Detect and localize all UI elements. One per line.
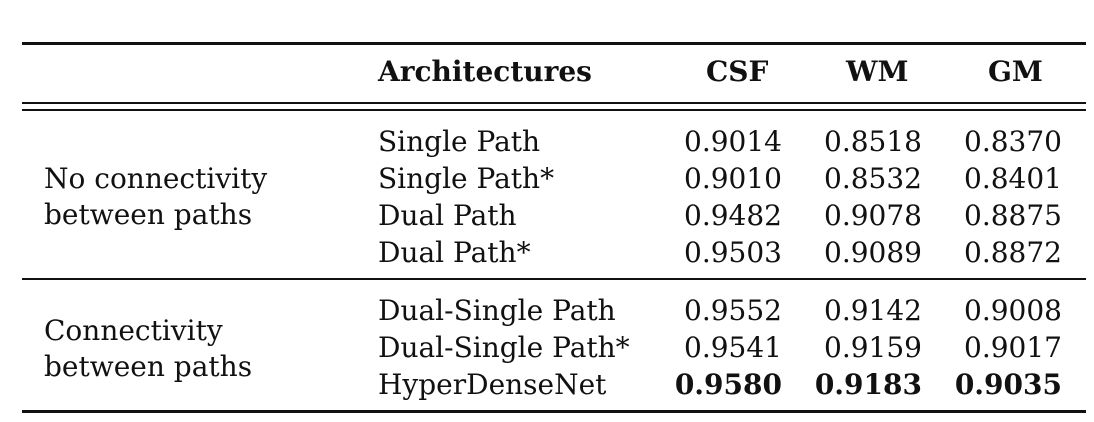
group-label-no-connectivity-line1: No connectivity (44, 162, 268, 195)
cell-wm: 0.9142 (824, 294, 922, 327)
group-label-no-connectivity-line2: between paths (44, 198, 253, 231)
top-rule (22, 42, 1086, 45)
cell-wm: 0.9078 (824, 199, 922, 232)
cell-architecture: HyperDenseNet (378, 368, 607, 401)
cell-gm: 0.8872 (964, 236, 1062, 269)
cell-wm: 0.8518 (824, 125, 922, 158)
cell-csf-best: 0.9580 (674, 368, 782, 401)
group-separator-rule (22, 278, 1086, 280)
cell-csf: 0.9552 (684, 294, 782, 327)
cell-csf: 0.9010 (684, 162, 782, 195)
cell-wm: 0.9159 (824, 331, 922, 364)
cell-gm: 0.8401 (964, 162, 1062, 195)
cell-architecture: Dual Path* (378, 236, 531, 269)
cell-gm: 0.9008 (964, 294, 1062, 327)
cell-wm-best: 0.9183 (814, 368, 922, 401)
header-architectures: Architectures (378, 55, 592, 88)
cell-architecture: Dual Path (378, 199, 517, 232)
cell-wm: 0.8532 (824, 162, 922, 195)
cell-csf: 0.9503 (684, 236, 782, 269)
header-double-rule-top (22, 102, 1086, 104)
header-csf: CSF (706, 55, 769, 88)
cell-gm: 0.8370 (964, 125, 1062, 158)
cell-csf: 0.9482 (684, 199, 782, 232)
cell-gm-best: 0.9035 (954, 368, 1062, 401)
header-double-rule-bottom (22, 109, 1086, 111)
cell-csf: 0.9014 (684, 125, 782, 158)
header-gm: GM (988, 55, 1043, 88)
cell-gm: 0.8875 (964, 199, 1062, 232)
cell-architecture: Dual-Single Path* (378, 331, 630, 364)
cell-architecture: Single Path* (378, 162, 555, 195)
cell-architecture: Single Path (378, 125, 541, 158)
group-label-connectivity-line1: Connectivity (44, 314, 223, 347)
cell-gm: 0.9017 (964, 331, 1062, 364)
cell-csf: 0.9541 (684, 331, 782, 364)
header-wm: WM (846, 55, 909, 88)
cell-architecture: Dual-Single Path (378, 294, 616, 327)
bottom-rule (22, 410, 1086, 413)
cell-wm: 0.9089 (824, 236, 922, 269)
group-label-connectivity-line2: between paths (44, 350, 253, 383)
